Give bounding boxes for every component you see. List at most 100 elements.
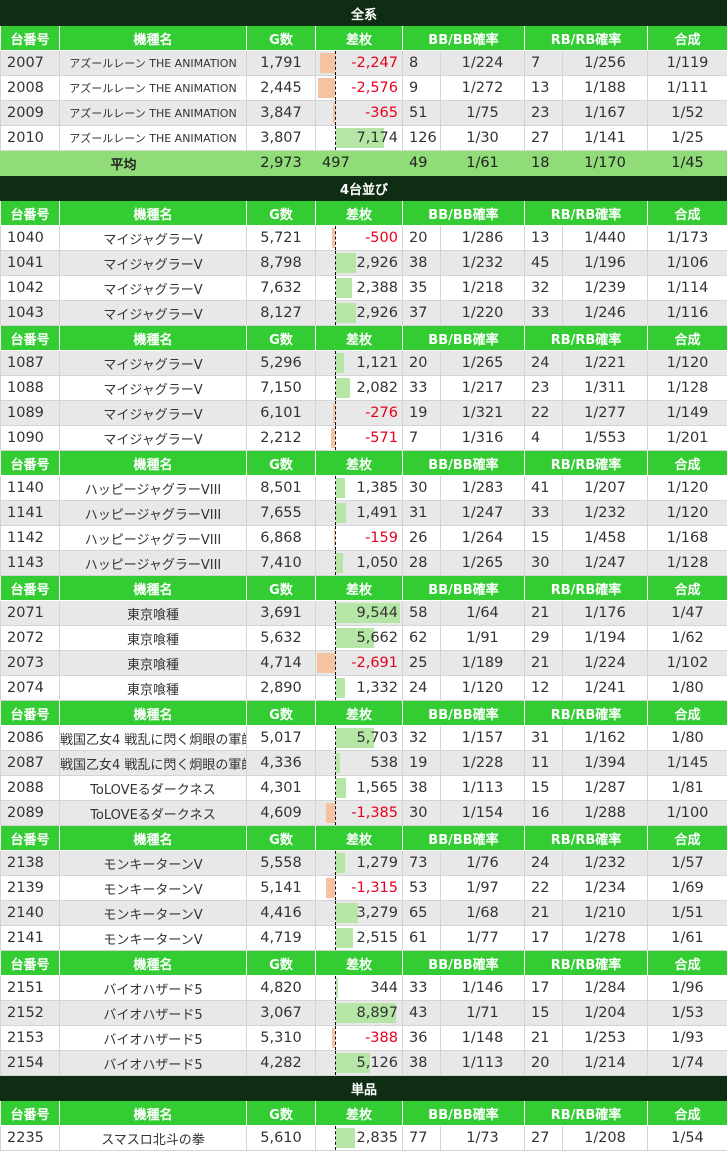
column-header[interactable]: BB/BB確率 <box>402 575 525 601</box>
table-row[interactable]: 2087 戦国乙女4 戦乱に閃く炯眼の軍師 4,336 538 19 1/228 11 1/3… <box>0 750 727 776</box>
table-row[interactable]: 2151 バイオハザード5 4,820 344 33 1/146 17 1/284 1/96 <box>0 975 727 1001</box>
column-header[interactable]: 機種名 <box>59 575 247 601</box>
column-header[interactable]: 合成 <box>646 450 727 476</box>
machine-name[interactable]: ハッピージャグラーVIII <box>59 475 247 501</box>
machine-name[interactable]: バイオハザード5 <box>59 1025 247 1051</box>
column-header[interactable]: RB/RB確率 <box>524 450 648 476</box>
table-row[interactable]: 2152 バイオハザード5 3,067 8,897 43 1/71 15 1/204 1/53 <box>0 1000 727 1026</box>
column-header[interactable]: BB/BB確率 <box>402 1100 525 1126</box>
column-header[interactable]: 合成 <box>646 825 727 851</box>
machine-name[interactable]: バイオハザード5 <box>59 1050 247 1076</box>
table-row[interactable]: 1089 マイジャグラーV 6,101 -276 19 1/321 22 1/277 1/149 <box>0 400 727 426</box>
machine-name[interactable]: 東京喰種 <box>59 650 247 676</box>
table-row[interactable]: 2071 東京喰種 3,691 9,544 58 1/64 21 1/176 1/47 <box>0 600 727 626</box>
table-row[interactable]: 1090 マイジャグラーV 2,212 -571 7 1/316 4 1/553 1/201 <box>0 425 727 451</box>
column-header[interactable]: BB/BB確率 <box>402 700 525 726</box>
table-row[interactable]: 1040 マイジャグラーV 5,721 -500 20 1/286 13 1/440 1/173 <box>0 225 727 251</box>
column-header[interactable]: 差枚 <box>315 575 403 601</box>
machine-name[interactable]: ハッピージャグラーVIII <box>59 525 247 551</box>
machine-name[interactable]: マイジャグラーV <box>59 425 247 451</box>
table-row[interactable]: 1043 マイジャグラーV 8,127 2,926 37 1/220 33 1/246 1/11… <box>0 300 727 326</box>
column-header[interactable]: 合成 <box>646 1100 727 1126</box>
machine-name[interactable]: アズールレーン THE ANIMATION <box>59 100 247 126</box>
column-header[interactable]: 合成 <box>646 575 727 601</box>
machine-name[interactable]: マイジャグラーV <box>59 225 247 251</box>
column-header[interactable]: BB/BB確率 <box>402 325 525 351</box>
machine-name[interactable]: スマスロ北斗の拳 <box>59 1125 247 1151</box>
column-header[interactable]: RB/RB確率 <box>524 325 648 351</box>
column-header[interactable]: 差枚 <box>315 825 403 851</box>
table-row[interactable]: 2089 ToLOVEるダークネス 4,609 -1,385 30 1/154 16 1/28… <box>0 800 727 826</box>
column-header[interactable]: G数 <box>246 200 316 226</box>
column-header[interactable]: 差枚 <box>315 25 403 51</box>
column-header[interactable]: 機種名 <box>59 950 247 976</box>
column-header[interactable]: 差枚 <box>315 450 403 476</box>
machine-name[interactable]: 東京喰種 <box>59 625 247 651</box>
machine-name[interactable]: アズールレーン THE ANIMATION <box>59 75 247 101</box>
column-header[interactable]: G数 <box>246 325 316 351</box>
column-header[interactable]: BB/BB確率 <box>402 950 525 976</box>
table-row[interactable]: 2141 モンキーターンV 4,719 2,515 61 1/77 17 1/278 1/61 <box>0 925 727 951</box>
table-row[interactable]: 2153 バイオハザード5 5,310 -388 36 1/148 21 1/253 1/93 <box>0 1025 727 1051</box>
table-row[interactable]: 1142 ハッピージャグラーVIII 6,868 -159 26 1/264 15 1/458… <box>0 525 727 551</box>
machine-name[interactable]: バイオハザード5 <box>59 975 247 1001</box>
table-row[interactable]: 1143 ハッピージャグラーVIII 7,410 1,050 28 1/265 30 1/24… <box>0 550 727 576</box>
column-header[interactable]: 台番号 <box>0 200 60 226</box>
column-header[interactable]: 台番号 <box>0 450 60 476</box>
column-header[interactable]: 台番号 <box>0 950 60 976</box>
machine-name[interactable]: モンキーターンV <box>59 900 247 926</box>
column-header[interactable]: RB/RB確率 <box>524 1100 648 1126</box>
machine-name[interactable]: マイジャグラーV <box>59 300 247 326</box>
column-header[interactable]: 差枚 <box>315 325 403 351</box>
column-header[interactable]: BB/BB確率 <box>402 25 525 51</box>
column-header[interactable]: RB/RB確率 <box>524 25 648 51</box>
table-row[interactable]: 2009 アズールレーン THE ANIMATION 3,847 -365 51 1/75… <box>0 100 727 126</box>
column-header[interactable]: G数 <box>246 825 316 851</box>
machine-name[interactable]: モンキーターンV <box>59 875 247 901</box>
column-header[interactable]: 差枚 <box>315 950 403 976</box>
table-row[interactable]: 1141 ハッピージャグラーVIII 7,655 1,491 31 1/247 33 1/23… <box>0 500 727 526</box>
column-header[interactable]: RB/RB確率 <box>524 575 648 601</box>
column-header[interactable]: RB/RB確率 <box>524 950 648 976</box>
column-header[interactable]: BB/BB確率 <box>402 825 525 851</box>
column-header[interactable]: 機種名 <box>59 25 247 51</box>
column-header[interactable]: 合成 <box>646 25 727 51</box>
column-header[interactable]: 機種名 <box>59 1100 247 1126</box>
column-header[interactable]: 合成 <box>646 950 727 976</box>
machine-name[interactable]: 戦国乙女4 戦乱に閃く炯眼の軍師 <box>59 750 247 776</box>
table-row[interactable]: 2139 モンキーターンV 5,141 -1,315 53 1/97 22 1/234 1/69 <box>0 875 727 901</box>
machine-name[interactable]: ToLOVEるダークネス <box>59 800 247 826</box>
machine-name[interactable]: ToLOVEるダークネス <box>59 775 247 801</box>
column-header[interactable]: G数 <box>246 25 316 51</box>
column-header[interactable]: 台番号 <box>0 825 60 851</box>
machine-name[interactable]: マイジャグラーV <box>59 250 247 276</box>
machine-name[interactable]: ハッピージャグラーVIII <box>59 550 247 576</box>
machine-name[interactable]: ハッピージャグラーVIII <box>59 500 247 526</box>
column-header[interactable]: 台番号 <box>0 325 60 351</box>
column-header[interactable]: 台番号 <box>0 25 60 51</box>
machine-name[interactable]: マイジャグラーV <box>59 400 247 426</box>
table-row[interactable]: 1042 マイジャグラーV 7,632 2,388 35 1/218 32 1/239 1/11… <box>0 275 727 301</box>
table-row[interactable]: 1088 マイジャグラーV 7,150 2,082 33 1/217 23 1/311 1/12… <box>0 375 727 401</box>
table-row[interactable]: 2140 モンキーターンV 4,416 3,279 65 1/68 21 1/210 1/51 <box>0 900 727 926</box>
column-header[interactable]: 合成 <box>646 200 727 226</box>
table-row[interactable]: 1087 マイジャグラーV 5,296 1,121 20 1/265 24 1/221 1/12… <box>0 350 727 376</box>
column-header[interactable]: G数 <box>246 950 316 976</box>
table-row[interactable]: 2086 戦国乙女4 戦乱に閃く炯眼の軍師 5,017 5,703 32 1/157 31 1… <box>0 725 727 751</box>
column-header[interactable]: BB/BB確率 <box>402 450 525 476</box>
machine-name[interactable]: マイジャグラーV <box>59 375 247 401</box>
column-header[interactable]: G数 <box>246 700 316 726</box>
machine-name[interactable]: 東京喰種 <box>59 600 247 626</box>
column-header[interactable]: 台番号 <box>0 1100 60 1126</box>
machine-name[interactable]: モンキーターンV <box>59 850 247 876</box>
column-header[interactable]: 台番号 <box>0 575 60 601</box>
column-header[interactable]: 差枚 <box>315 700 403 726</box>
machine-name[interactable]: 東京喰種 <box>59 675 247 701</box>
column-header[interactable]: 合成 <box>646 700 727 726</box>
table-row[interactable]: 2008 アズールレーン THE ANIMATION 2,445 -2,576 9 1/2… <box>0 75 727 101</box>
column-header[interactable]: BB/BB確率 <box>402 200 525 226</box>
column-header[interactable]: 機種名 <box>59 700 247 726</box>
column-header[interactable]: RB/RB確率 <box>524 825 648 851</box>
column-header[interactable]: G数 <box>246 575 316 601</box>
machine-name[interactable]: マイジャグラーV <box>59 275 247 301</box>
